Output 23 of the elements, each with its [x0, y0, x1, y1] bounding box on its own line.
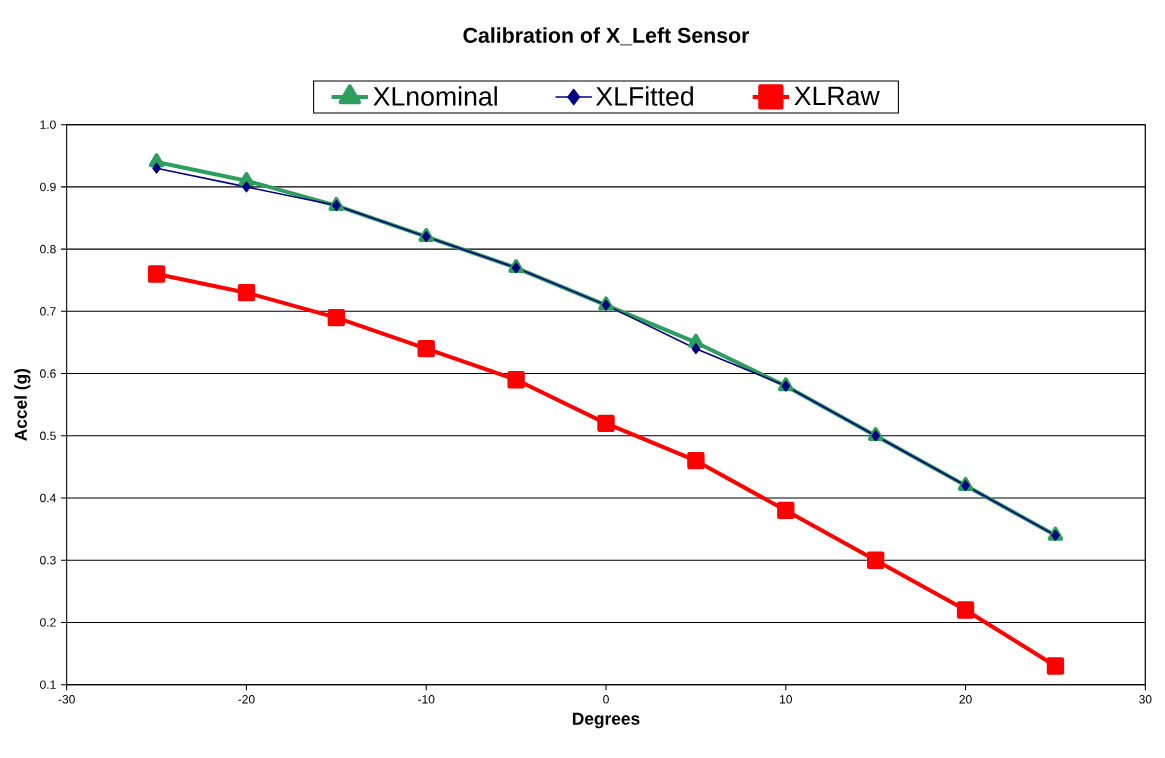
y-tick-label: 0.7 [40, 307, 56, 316]
y-tick-label: 0.5 [40, 431, 56, 441]
y-tick-label: 0.1 [40, 680, 56, 689]
x-axis-title: Degrees [572, 712, 640, 729]
y-tick-label: 0.8 [40, 244, 56, 254]
x-tick-label: 10 [780, 695, 792, 704]
y-tick-label: 0.3 [40, 555, 56, 565]
y-tick-label: 0.4 [40, 493, 56, 503]
legend-label: XLnominal [373, 86, 497, 106]
y-tick-label: 0.2 [40, 618, 56, 627]
legend-label: XLFitted [595, 86, 693, 106]
x-tick-label: 30 [1139, 695, 1152, 704]
x-tick-label: 0 [603, 695, 609, 704]
y-tick-label: 0.6 [40, 369, 56, 378]
x-tick-label: -30 [58, 695, 75, 704]
y-axis-title: Accel (g) [14, 368, 31, 441]
y-tick-label: 1.0 [40, 120, 56, 129]
legend-label: XLRaw [794, 86, 880, 106]
x-tick-label: -20 [238, 695, 255, 704]
x-tick-label: -10 [418, 695, 435, 704]
y-tick-label: 0.9 [40, 182, 56, 192]
chart-title: Calibration of X_Left Sensor [463, 27, 750, 46]
x-tick-label: 20 [959, 695, 972, 704]
